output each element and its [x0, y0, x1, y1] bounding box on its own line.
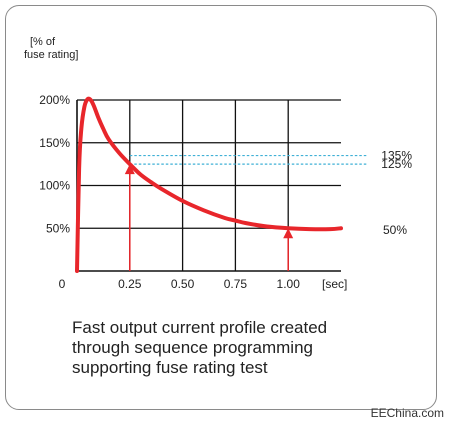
x-tick-label-4: 1.00: [277, 277, 301, 291]
reference-label-0: 135%: [381, 149, 412, 163]
y-tick-label-1: 100%: [39, 179, 70, 193]
reference-label-1: 125%: [381, 157, 412, 171]
caption-line-3: supporting fuse rating test: [72, 358, 268, 377]
x-tick-label-3: 0.75: [224, 277, 248, 291]
x-tick-label-1: 0.25: [118, 277, 142, 291]
caption-line-1: Fast output current profile created: [72, 318, 328, 337]
marker-arrow-0: [124, 164, 135, 175]
y-axis-label-line-1: [% of: [30, 36, 56, 48]
watermark: EEChina.com: [370, 406, 444, 420]
y-axis-label-line-2: fuse rating]: [24, 49, 78, 61]
caption-line-2: through sequence programming: [72, 338, 313, 357]
y-tick-label-3: 200%: [39, 93, 70, 107]
x-tick-label-2: 0.50: [171, 277, 195, 291]
figure-caption: Fast output current profile created thro…: [72, 318, 412, 378]
x-axis-label: [sec]: [322, 277, 347, 291]
right-label-50: 50%: [383, 223, 407, 237]
marker-arrow-1: [283, 228, 294, 239]
y-tick-label-2: 150%: [39, 136, 70, 150]
x-tick-label-0: 0: [59, 277, 66, 291]
series-line-0: [75, 96, 343, 273]
y-tick-label-0: 50%: [46, 221, 70, 235]
